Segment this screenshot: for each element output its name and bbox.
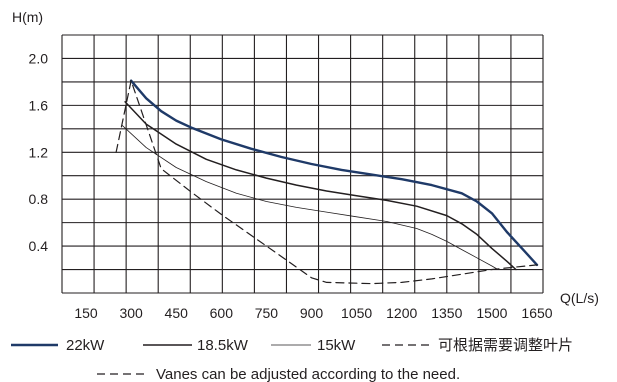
series-line-1 [129, 79, 539, 267]
vanes-note-text: Vanes can be adjusted according to the n… [156, 366, 460, 382]
y-axis-title: H(m) [12, 9, 43, 25]
x-tick-label: 1500 [476, 305, 507, 321]
x-tick-label: 1050 [341, 305, 372, 321]
legend: 22kW 18.5kW 15kW 可根据需要调整叶片 [11, 337, 573, 354]
y-tick-label: 1.6 [29, 97, 49, 113]
y-tick-labels: 2.0 1.6 1.2 0.8 0.4 [29, 50, 49, 254]
x-tick-labels: 150 300 450 600 750 900 1050 1200 1350 1500 1650 [74, 305, 552, 321]
grid [61, 34, 544, 294]
x-tick-label: 600 [210, 305, 234, 321]
series-line-4 [115, 80, 538, 285]
x-axis-title: Q(L/s) [560, 290, 599, 306]
x-tick-label: 150 [74, 305, 98, 321]
x-tick-label: 1650 [521, 305, 552, 321]
y-tick-label: 0.4 [29, 238, 49, 254]
series-line-2 [124, 101, 517, 271]
legend-label: 15kW [317, 337, 356, 354]
x-tick-label: 450 [165, 305, 189, 321]
y-tick-label: 2.0 [29, 50, 49, 66]
legend-label: 可根据需要调整叶片 [438, 337, 573, 354]
vanes-note: Vanes can be adjusted according to the n… [97, 366, 460, 382]
x-tick-label: 1350 [431, 305, 462, 321]
x-tick-label: 750 [255, 305, 279, 321]
x-tick-label: 900 [300, 305, 324, 321]
x-tick-label: 300 [119, 305, 143, 321]
series-lines [115, 79, 539, 285]
legend-label: 18.5kW [197, 337, 249, 354]
y-tick-label: 0.8 [29, 191, 49, 207]
series-line-3 [121, 124, 499, 270]
legend-label: 22kW [66, 337, 105, 354]
y-tick-label: 1.2 [29, 144, 49, 160]
x-tick-label: 1200 [386, 305, 417, 321]
